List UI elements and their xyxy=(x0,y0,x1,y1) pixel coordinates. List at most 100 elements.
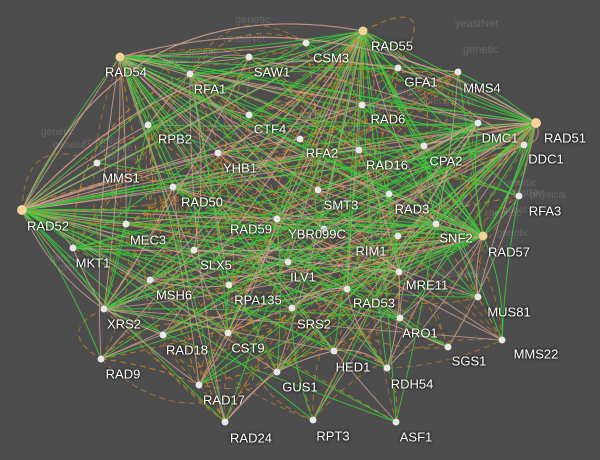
graph-node-label-rfa2: RFA2 xyxy=(305,145,339,161)
graph-node-label-rdh54: RDH54 xyxy=(390,376,434,392)
graph-node-label-saw1: SAW1 xyxy=(253,64,291,80)
edge-type-label: genetic xyxy=(483,243,516,254)
graph-node-label-csm3: CSM3 xyxy=(312,50,350,66)
graph-node-rad24[interactable] xyxy=(221,418,229,426)
edge-type-label: genetic xyxy=(458,270,491,281)
graph-node-rad57[interactable] xyxy=(478,231,488,241)
graph-node-label-mkt1: MKT1 xyxy=(75,255,111,271)
graph-node-ilv1[interactable] xyxy=(284,258,292,266)
graph-node-gfa1[interactable] xyxy=(394,64,402,72)
graph-node-yhb1[interactable] xyxy=(214,149,222,157)
graph-node-cpa2[interactable] xyxy=(420,142,428,150)
graph-node-rad52[interactable] xyxy=(17,205,27,215)
edge-type-label: genetic xyxy=(497,228,530,239)
graph-node-rpa135[interactable] xyxy=(225,281,233,289)
graph-node-slx5[interactable] xyxy=(190,246,198,254)
graph-node-asf1[interactable] xyxy=(392,418,400,426)
graph-node-ddc1[interactable] xyxy=(520,141,528,149)
graph-node-mms1[interactable] xyxy=(93,159,101,167)
graph-node-label-ddc1: DDC1 xyxy=(528,151,564,167)
graph-node-label-rad57: RAD57 xyxy=(488,244,530,260)
graph-node-hed1[interactable] xyxy=(330,347,338,355)
graph-node-mms4[interactable] xyxy=(454,68,462,76)
graph-node-label-mms1: MMS1 xyxy=(102,170,140,186)
graph-node-mkt1[interactable] xyxy=(69,244,77,252)
graph-node-label-mus81: MUS81 xyxy=(487,304,531,320)
edge-type-label: genetic xyxy=(270,99,303,110)
edge-type-label: physical xyxy=(276,135,313,146)
graph-node-rim1[interactable] xyxy=(394,232,402,240)
graph-node-label-rfa3: RFA3 xyxy=(528,203,562,219)
graph-node-rad51[interactable] xyxy=(531,118,541,128)
graph-node-gus1[interactable] xyxy=(273,368,281,376)
graph-node-saw1[interactable] xyxy=(245,53,253,61)
graph-node-label-mec3: MEC3 xyxy=(129,232,167,248)
graph-node-rad9[interactable] xyxy=(97,355,105,363)
edge-type-label: physical xyxy=(210,300,247,311)
edge-type-label: physical xyxy=(289,255,326,266)
graph-node-mus81[interactable] xyxy=(474,293,482,301)
graph-node-rad59[interactable] xyxy=(273,215,281,223)
graph-node-rad6[interactable] xyxy=(358,101,366,109)
edge-type-label: yeastNet xyxy=(355,249,395,260)
edge-type-label: genetic xyxy=(463,44,499,56)
graph-node-rpb2[interactable] xyxy=(144,121,152,129)
graph-node-smt3[interactable] xyxy=(314,186,322,194)
graph-node-mre11[interactable] xyxy=(395,268,403,276)
edge-type-label: genetic xyxy=(504,178,537,189)
graph-node-label-smt3: SMT3 xyxy=(323,197,359,213)
graph-node-mms22[interactable] xyxy=(498,336,506,344)
graph-node-rad18[interactable] xyxy=(159,331,167,339)
graph-node-rad16[interactable] xyxy=(355,146,363,154)
graph-node-label-rad51: RAD51 xyxy=(544,130,586,146)
graph-node-label-mms4: MMS4 xyxy=(463,80,501,96)
edge-type-label: yeastNet xyxy=(82,136,122,147)
graph-node-xrs2[interactable] xyxy=(100,305,108,313)
graph-node-label-yhb1: YHB1 xyxy=(223,160,257,176)
graph-node-srs2[interactable] xyxy=(288,304,296,312)
graph-node-csm3[interactable] xyxy=(302,39,310,47)
graph-node-rfa3[interactable] xyxy=(515,192,523,200)
graph-node-rad17[interactable] xyxy=(195,381,203,389)
graph-node-mec3[interactable] xyxy=(122,220,130,228)
graph-node-rad55[interactable] xyxy=(358,26,368,36)
graph-node-label-rad59: RAD59 xyxy=(230,221,272,237)
edge-type-label: yeastNet xyxy=(430,199,470,210)
graph-node-rpt3[interactable] xyxy=(309,416,317,424)
graph-node-label-rim1: RIM1 xyxy=(355,243,387,259)
graph-node-cst9[interactable] xyxy=(224,329,232,337)
graph-node-label-cst9: CST9 xyxy=(231,340,265,356)
graph-node-sgs1[interactable] xyxy=(444,343,452,351)
graph-node-rfa1[interactable] xyxy=(186,70,194,78)
graph-node-label-rad17: RAD17 xyxy=(203,392,245,408)
graph-node-rad3[interactable] xyxy=(385,190,393,198)
graph-node-ctf4[interactable] xyxy=(245,111,253,119)
edge-type-label: yeastNet xyxy=(222,33,266,45)
edge-type-label: genetic xyxy=(100,143,133,154)
edge-type-label: yeastNet xyxy=(139,271,179,282)
graph-node-snf2[interactable] xyxy=(432,220,440,228)
edge-type-label: genetic xyxy=(41,127,74,138)
graph-node-label-mms22: MMS22 xyxy=(513,346,559,362)
graph-node-rad54[interactable] xyxy=(115,52,125,62)
graph-node-rad53[interactable] xyxy=(343,285,351,293)
graph-node-label-rpt3: RPT3 xyxy=(316,428,350,444)
edge-type-label: genetic xyxy=(50,253,83,264)
edge-type-label: yeastNet xyxy=(505,188,545,199)
edge-type-label: physical xyxy=(309,107,346,118)
edge-type-label: yeastNet xyxy=(402,96,442,107)
graph-node-dmc1[interactable] xyxy=(474,119,482,127)
edge-type-label: genetic xyxy=(235,14,271,26)
graph-node-ybr099c[interactable] xyxy=(320,225,328,233)
edge-type-label: yeastNet xyxy=(288,110,328,121)
graph-node-label-rfa1: RFA1 xyxy=(193,81,227,97)
graph-node-rad50[interactable] xyxy=(169,183,177,191)
edge-type-label: genetic xyxy=(208,122,241,133)
graph-node-rfa2[interactable] xyxy=(296,135,304,143)
graph-node-label-rad18: RAD18 xyxy=(166,342,208,358)
graph-node-msh6[interactable] xyxy=(146,276,154,284)
graph-node-rdh54[interactable] xyxy=(383,364,391,372)
graph-node-aro1[interactable] xyxy=(396,314,404,322)
